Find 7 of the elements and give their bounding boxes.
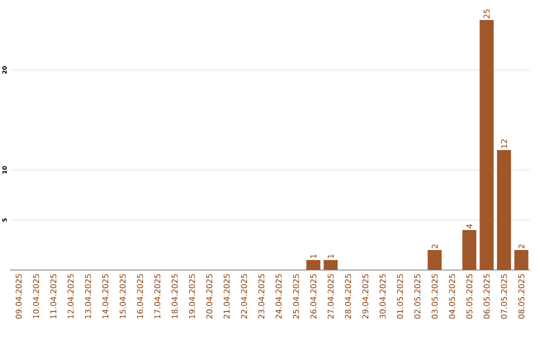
bar — [306, 260, 320, 270]
bar — [480, 20, 494, 270]
bar — [428, 250, 442, 270]
bar — [462, 230, 476, 270]
bar — [324, 260, 338, 270]
bar — [497, 150, 512, 270]
bar — [514, 250, 528, 270]
